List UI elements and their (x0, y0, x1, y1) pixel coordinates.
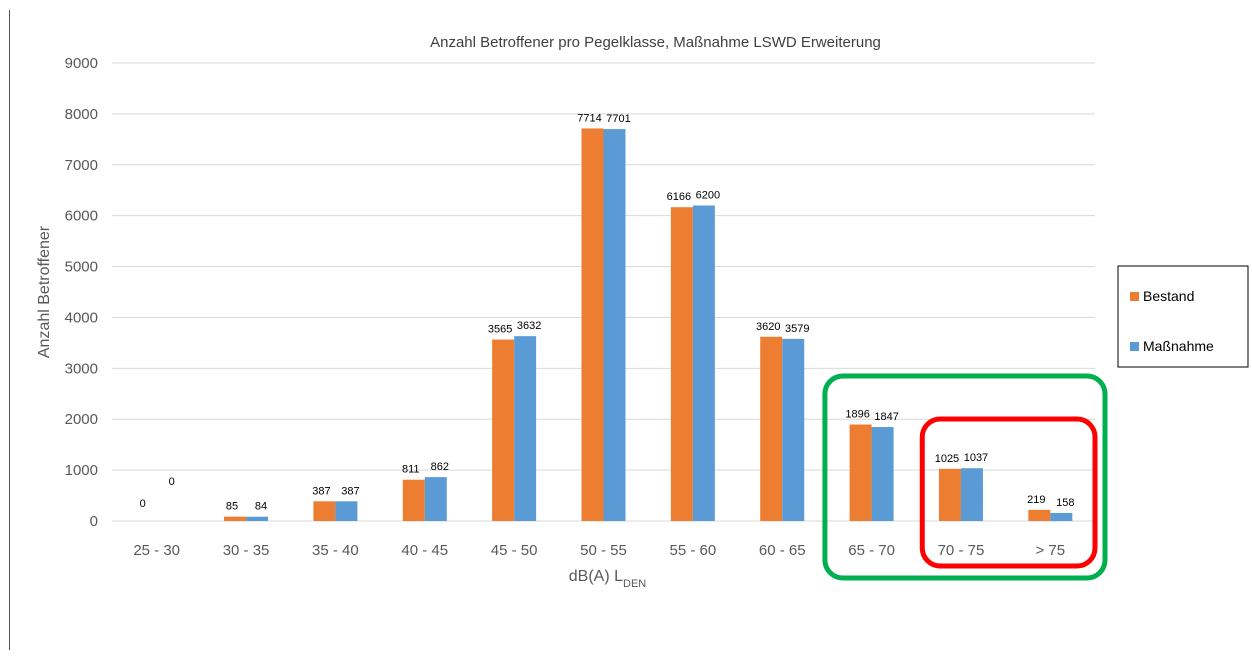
chart-title: Anzahl Betroffener pro Pegelklasse, Maßn… (430, 34, 881, 51)
data-label: 3632 (517, 320, 541, 332)
x-tick-label: 60 - 65 (759, 542, 806, 559)
data-label: 1025 (935, 453, 959, 465)
bar-maßnahme (782, 338, 805, 521)
bar-bestand (670, 207, 693, 521)
y-tick-label: 3000 (65, 360, 98, 377)
data-label: 3579 (785, 323, 809, 335)
x-tick-label: 45 - 50 (491, 542, 538, 559)
y-tick-label: 4000 (65, 309, 98, 326)
y-tick-label: 2000 (65, 411, 98, 428)
data-label: 6200 (696, 189, 720, 201)
bar-maßnahme (603, 129, 626, 521)
y-tick-label: 1000 (65, 462, 98, 479)
x-tick-label: 65 - 70 (848, 542, 895, 559)
x-tick-label: 30 - 35 (223, 542, 270, 559)
bar-maßnahme (1050, 512, 1073, 521)
highlight-box (822, 373, 1108, 581)
bar-maßnahme (424, 477, 447, 521)
bar-bestand (402, 479, 425, 521)
x-tick-label: 55 - 60 (670, 542, 717, 559)
data-label: 158 (1056, 497, 1074, 509)
data-label: 84 (255, 501, 267, 513)
bar-bestand (581, 128, 604, 521)
data-label: 387 (341, 485, 359, 497)
bar-maßnahme (960, 468, 983, 521)
data-label: 0 (169, 476, 175, 488)
y-tick-label: 5000 (65, 259, 98, 276)
data-label: 7714 (577, 112, 601, 124)
data-label: 6166 (667, 191, 691, 203)
bar-bestand (849, 424, 872, 521)
x-tick-label: 35 - 40 (312, 542, 359, 559)
x-tick-label: > 75 (1036, 542, 1066, 559)
bar-bestand (224, 516, 247, 521)
y-tick-label: 9000 (65, 55, 98, 72)
data-label: 3620 (756, 321, 780, 333)
data-label: 0 (140, 498, 146, 510)
bar-bestand (1028, 509, 1051, 521)
y-tick-label: 6000 (65, 208, 98, 225)
y-axis-label: Anzahl Betroffener (36, 225, 53, 358)
x-tick-label: 70 - 75 (938, 542, 985, 559)
legend-box (1117, 265, 1249, 368)
data-label: 862 (431, 461, 449, 473)
data-label: 219 (1027, 494, 1045, 506)
data-label: 387 (312, 485, 330, 497)
bar-bestand (760, 336, 783, 521)
bar-maßnahme (514, 336, 537, 521)
legend-swatch-maßnahme (1130, 342, 1139, 351)
data-label: 85 (226, 501, 238, 513)
data-label: 811 (402, 464, 420, 476)
bar-maßnahme (246, 516, 269, 521)
legend-label: Bestand (1143, 288, 1194, 304)
left-border-line (9, 10, 10, 650)
data-label: 7701 (606, 113, 630, 125)
x-tick-label: 40 - 45 (401, 542, 448, 559)
y-tick-label: 8000 (65, 106, 98, 123)
legend-label: Maßnahme (1143, 338, 1214, 354)
bar-maßnahme (335, 501, 358, 521)
x-tick-label: 50 - 55 (580, 542, 627, 559)
data-label: 1037 (964, 452, 988, 464)
y-tick-label: 7000 (65, 157, 98, 174)
data-label: 1896 (845, 409, 869, 421)
y-tick-label: 0 (90, 513, 98, 530)
data-label: 3565 (488, 324, 512, 336)
x-tick-label: 25 - 30 (133, 542, 180, 559)
bar-maßnahme (692, 205, 715, 521)
legend-swatch-bestand (1130, 292, 1139, 301)
bar-bestand (492, 339, 515, 521)
data-label: 1847 (874, 411, 898, 423)
bar-bestand (313, 501, 336, 521)
highlight-box (919, 416, 1098, 569)
x-axis-label: dB(A) LDEN (569, 568, 647, 590)
bar-bestand (938, 468, 961, 521)
bar-maßnahme (871, 427, 894, 521)
